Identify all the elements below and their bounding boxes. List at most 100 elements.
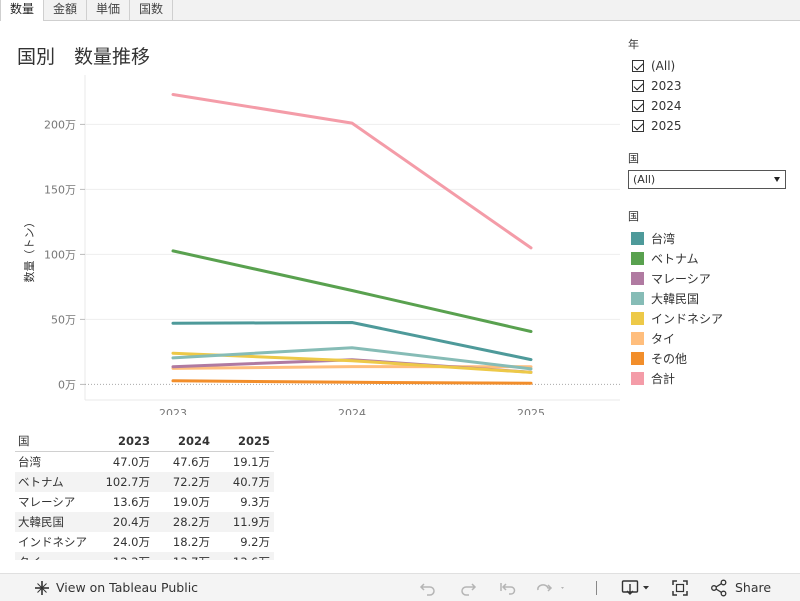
redo-button[interactable] (459, 574, 477, 601)
x-tick-label: 2024 (338, 407, 366, 415)
table-cell-value: 102.7万 (94, 472, 154, 492)
table-row: 台湾 47.0万 47.6万 19.1万 (15, 452, 274, 473)
download-icon (621, 579, 649, 595)
view-on-tableau-public-label: View on Tableau Public (56, 580, 199, 595)
redo-icon (461, 582, 477, 596)
table-cell-value: 19.0万 (172, 495, 210, 509)
table-cell-country: 大韓民国 (15, 512, 94, 532)
data-table: 国 2023 2024 2025 台湾 47.0万 47.6万 19.1万 ベトナム 10… (15, 431, 274, 560)
legend-item[interactable]: 大韓民国 (628, 288, 793, 308)
share-label: Share (735, 580, 772, 595)
y-axis-title: 数量（トン） (23, 217, 36, 283)
legend-swatch (631, 371, 644, 385)
legend-item[interactable]: 台湾 (628, 228, 793, 248)
table-cell-country: タイ (15, 552, 94, 560)
table-cell-value: 18.2万 (172, 535, 210, 549)
caret-down-icon (774, 177, 780, 182)
legend-label: 合計 (651, 371, 676, 386)
table-cell-value: 24.0万 (112, 535, 150, 549)
undo-button[interactable] (419, 574, 437, 601)
legend-label: ベトナム (651, 251, 699, 266)
table-cell-value: 11.9万 (214, 512, 274, 532)
legend-label: インドネシア (651, 311, 724, 326)
tab-country-count[interactable]: 国数 (130, 0, 174, 20)
checkbox-checked-icon[interactable] (632, 100, 644, 112)
download-button[interactable] (621, 574, 651, 601)
table-cell-value: 9.2万 (240, 535, 270, 549)
country-dropdown[interactable]: (All) (628, 170, 786, 189)
table-cell-country: マレーシア (18, 495, 76, 509)
table-header: 2023 (117, 434, 150, 448)
checkbox-checked-icon[interactable] (632, 120, 644, 132)
legend-label: マレーシア (651, 271, 711, 286)
revert-button[interactable] (499, 574, 517, 601)
color-legend: 台湾ベトナムマレーシア大韓民国インドネシア タイその他合計 (628, 228, 793, 388)
table-cell-value: 47.0万 (112, 455, 150, 469)
legend-item[interactable]: マレーシア (628, 268, 793, 288)
tab-quantity[interactable]: 数量 (0, 0, 45, 21)
table-row: ベトナム 102.7万 72.2万 40.7万 (15, 472, 274, 492)
share-icon (711, 579, 727, 596)
page-title: 国別 数量推移 (17, 46, 151, 68)
legend-label: その他 (651, 351, 688, 366)
revert-icon (500, 582, 516, 595)
table-cell-value: 20.4万 (94, 512, 154, 532)
share-button[interactable]: Share (710, 574, 771, 601)
line-chart: 0万 50万 100万 150万 200万 2023 2024 2025 数量（トン） (23, 75, 620, 415)
year-option-label: (All) (651, 59, 676, 73)
year-option-2023[interactable]: 2023 (628, 76, 793, 96)
dashboard-tab-bar: 数量 金額 単価 国数 (0, 0, 800, 21)
x-tick-label: 2023 (159, 407, 187, 415)
series-line (171, 346, 533, 371)
legend-label: 大韓民国 (651, 291, 700, 306)
year-option-label: 2025 (651, 119, 682, 133)
year-option-all[interactable]: (All) (628, 56, 793, 76)
checkbox-checked-icon[interactable] (632, 60, 644, 72)
y-tick-label: 200万 (44, 118, 76, 131)
legend-swatch (631, 331, 644, 345)
table-row: タイ12.3万13.7万13.6万 (15, 552, 274, 560)
tab-unit-price[interactable]: 単価 (87, 0, 131, 20)
table-cell-value: 28.2万 (154, 512, 214, 532)
year-option-label: 2023 (651, 79, 682, 93)
legend-label: タイ (651, 331, 676, 346)
legend-swatch (631, 291, 644, 305)
series-line (171, 249, 533, 333)
table-row: 大韓民国 20.4万 28.2万 11.9万 (15, 512, 274, 532)
table-cell-value: 12.3万 (94, 552, 154, 560)
legend-item[interactable]: インドネシア (628, 308, 793, 328)
y-tick-label: 150万 (44, 183, 76, 196)
table-cell-country: インドネシア (18, 535, 87, 549)
series-line (171, 93, 533, 250)
legend-title: 国 (628, 210, 639, 223)
table-cell-value: 72.2万 (154, 472, 214, 492)
table-header: 国 (18, 434, 30, 448)
year-filter-title: 年 (628, 38, 639, 51)
table-cell-country: 台湾 (18, 455, 41, 469)
series-line (171, 321, 533, 362)
view-on-tableau-public-link[interactable]: View on Tableau Public (34, 574, 198, 601)
legend-item[interactable]: その他 (628, 348, 793, 368)
country-filter-title: 国 (628, 152, 639, 165)
year-option-2024[interactable]: 2024 (628, 96, 793, 116)
legend-swatch (631, 271, 644, 285)
table-cell-value: 40.7万 (214, 472, 274, 492)
x-tick-label: 2025 (517, 407, 545, 415)
table-cell-value: 9.3万 (240, 495, 270, 509)
year-option-label: 2024 (651, 99, 682, 113)
table-cell-value: 47.6万 (172, 455, 210, 469)
table-cell-value: 13.6万 (214, 552, 274, 560)
legend-item[interactable]: ベトナム (628, 248, 793, 268)
table-row: インドネシア 24.0万 18.2万 9.2万 (15, 532, 274, 552)
checkbox-checked-icon[interactable] (632, 80, 644, 92)
legend-item[interactable]: タイ (628, 328, 793, 348)
legend-swatch (631, 251, 644, 265)
fullscreen-button[interactable] (671, 574, 689, 601)
table-cell-value: 13.6万 (112, 495, 150, 509)
tableau-logo-icon (35, 580, 49, 595)
tab-amount[interactable]: 金額 (44, 0, 88, 20)
legend-item[interactable]: 合計 (628, 368, 793, 388)
year-option-2025[interactable]: 2025 (628, 116, 793, 136)
refresh-button[interactable] (535, 574, 565, 601)
series-line (171, 379, 533, 385)
